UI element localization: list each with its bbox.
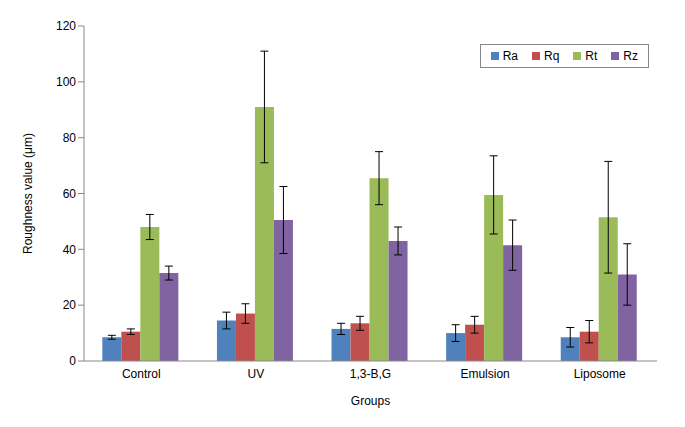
html-text:Rq: Rq <box>544 49 560 63</box>
svg-text:1,3-B,G: 1,3-B,G <box>350 367 391 381</box>
svg-text:Roughness value (μm): Roughness value (μm) <box>21 133 35 254</box>
svg-text:UV: UV <box>248 367 265 381</box>
svg-text:20: 20 <box>63 298 77 312</box>
svg-text:0: 0 <box>69 354 76 368</box>
svg-text:Groups: Groups <box>351 394 390 408</box>
svg-text:40: 40 <box>63 243 77 257</box>
svg-text:60: 60 <box>63 187 77 201</box>
svg-text:120: 120 <box>56 19 76 33</box>
svg-text:Liposome: Liposome <box>574 367 626 381</box>
html-text:Rz: Rz <box>623 49 638 63</box>
svg-text:100: 100 <box>56 75 76 89</box>
html-text:Rt: Rt <box>585 49 598 63</box>
svg-text:80: 80 <box>63 131 77 145</box>
svg-text:Emulsion: Emulsion <box>460 367 509 381</box>
html-text:Ra: Ra <box>502 49 518 63</box>
svg-text:Control: Control <box>122 367 161 381</box>
